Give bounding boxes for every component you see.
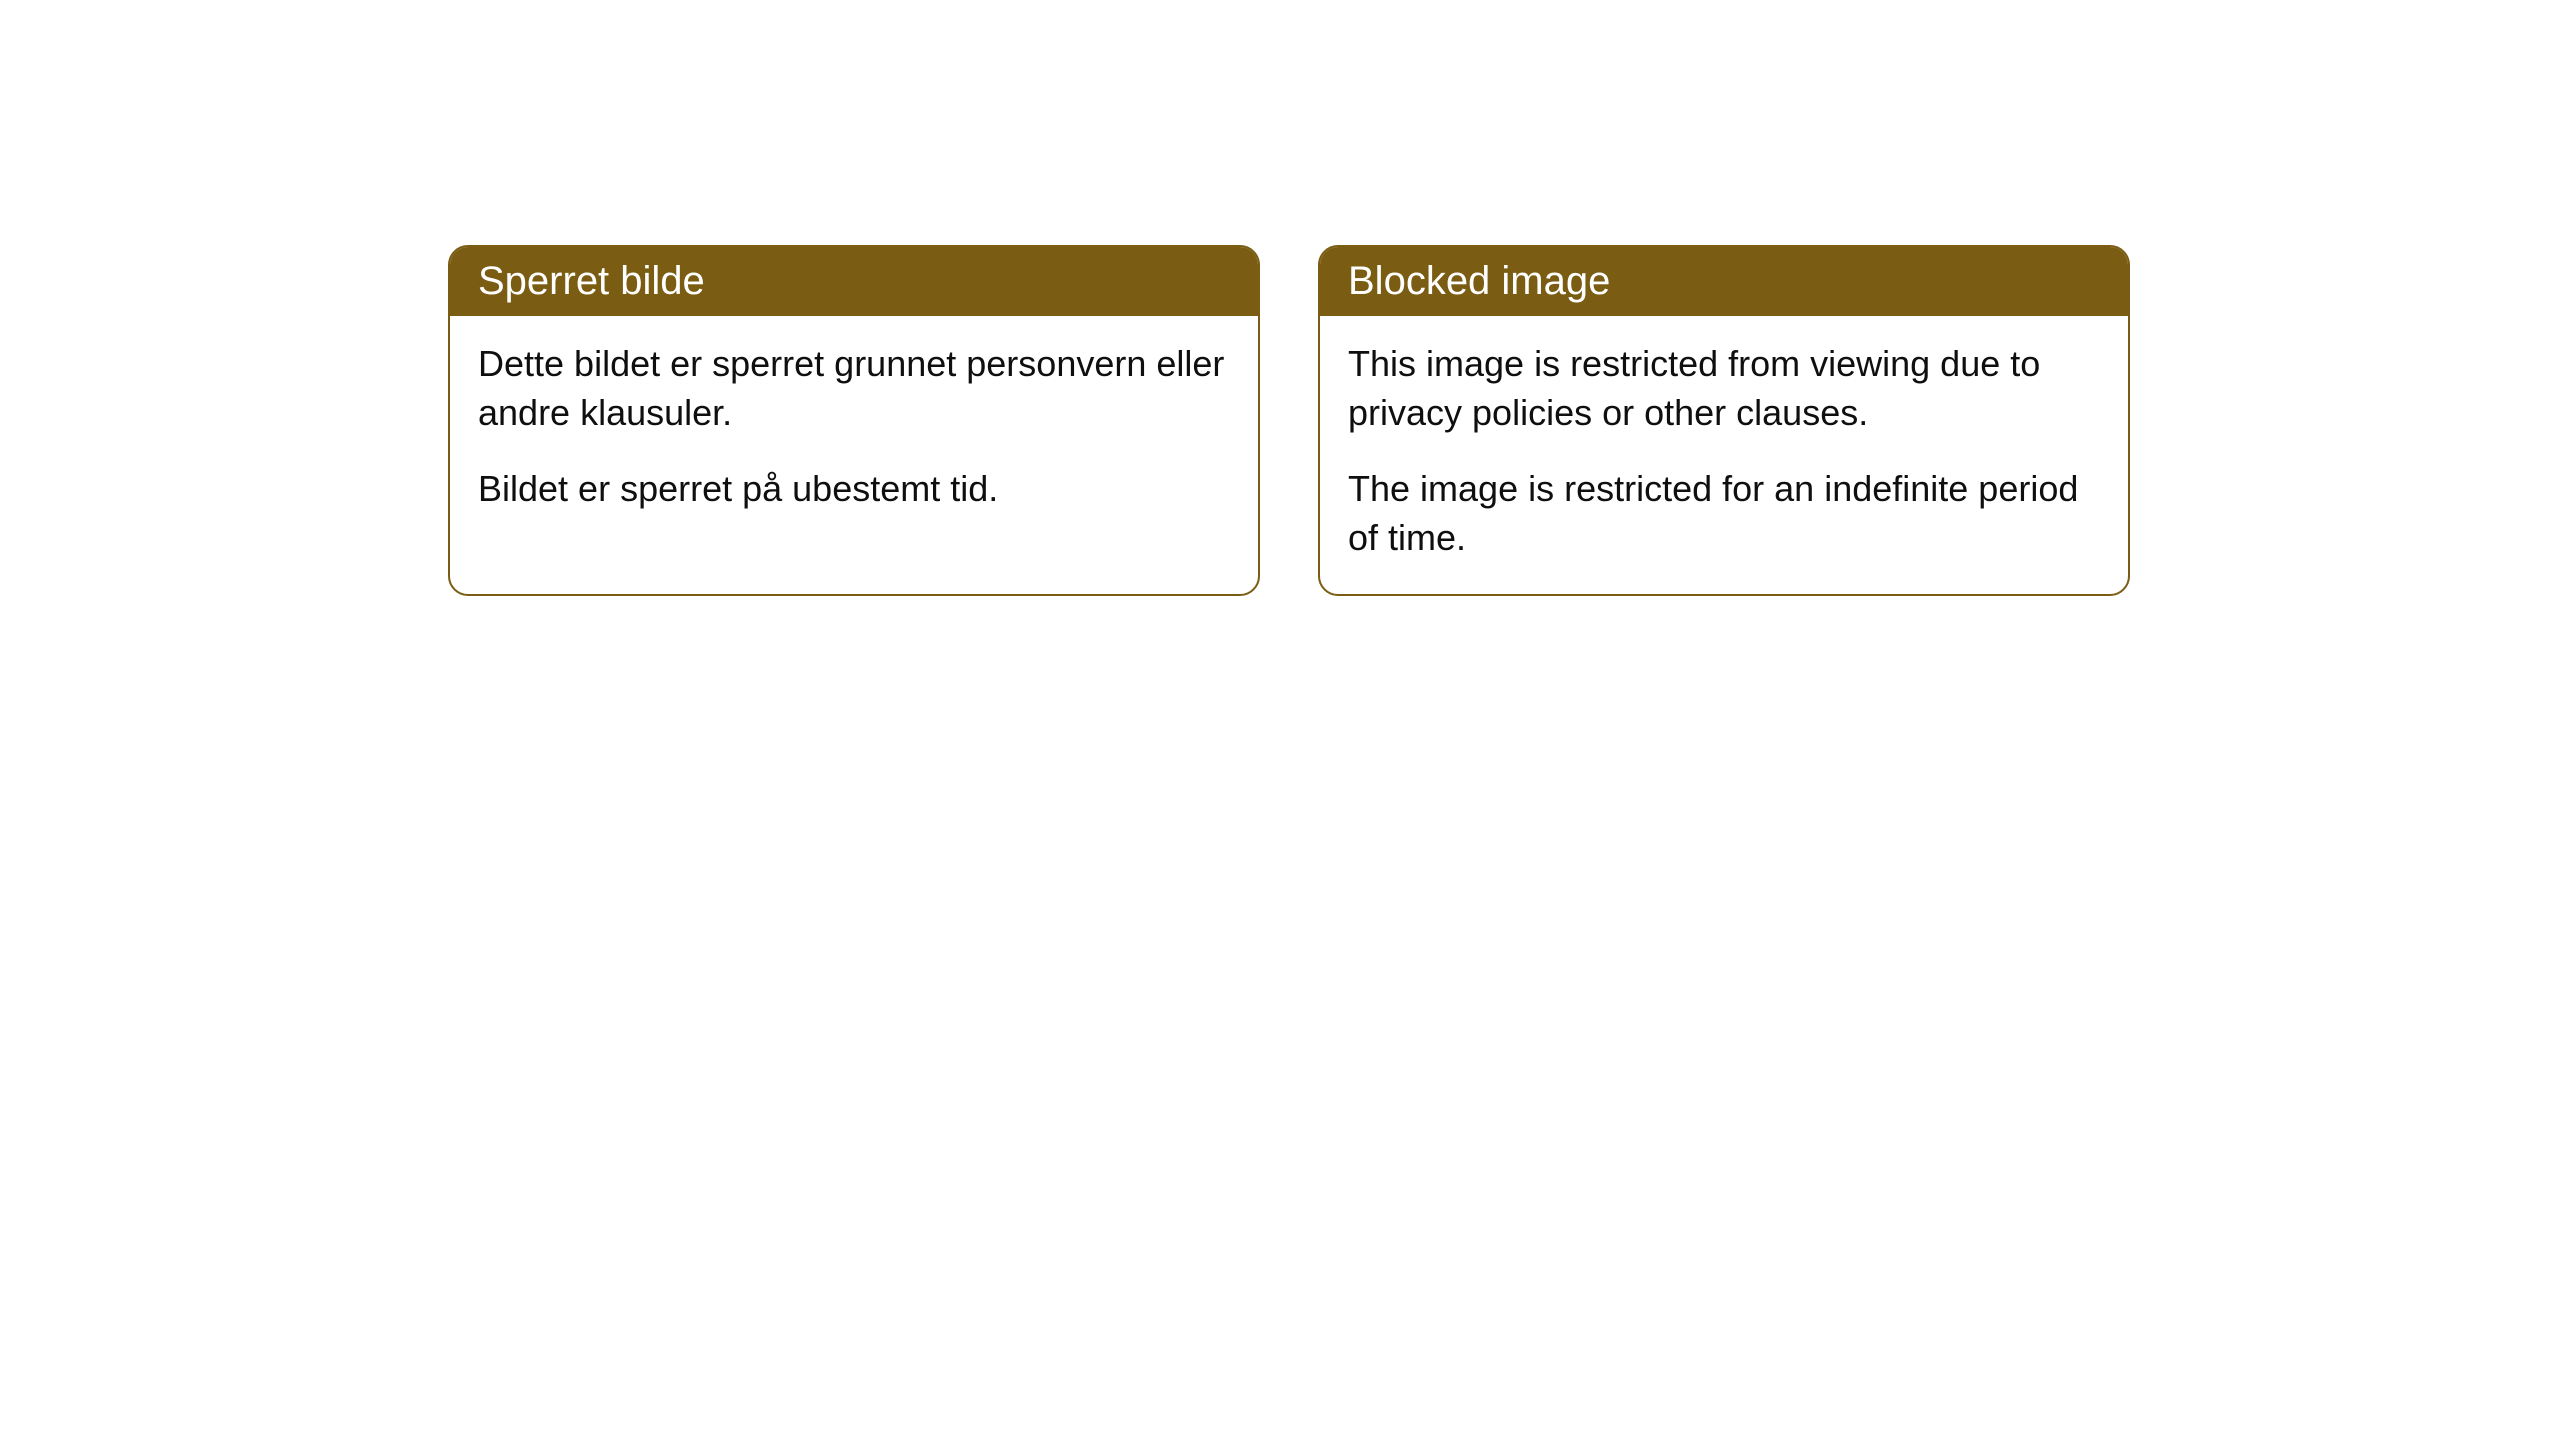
card-paragraph-english-1: This image is restricted from viewing du… bbox=[1348, 340, 2100, 437]
card-paragraph-english-2: The image is restricted for an indefinit… bbox=[1348, 465, 2100, 562]
card-paragraph-norwegian-1: Dette bildet er sperret grunnet personve… bbox=[478, 340, 1230, 437]
notice-cards-container: Sperret bilde Dette bildet er sperret gr… bbox=[448, 245, 2560, 596]
card-title-norwegian: Sperret bilde bbox=[478, 259, 705, 303]
card-body-norwegian: Dette bildet er sperret grunnet personve… bbox=[450, 316, 1258, 546]
notice-card-norwegian: Sperret bilde Dette bildet er sperret gr… bbox=[448, 245, 1260, 596]
card-header-english: Blocked image bbox=[1320, 247, 2128, 316]
card-body-english: This image is restricted from viewing du… bbox=[1320, 316, 2128, 594]
notice-card-english: Blocked image This image is restricted f… bbox=[1318, 245, 2130, 596]
card-title-english: Blocked image bbox=[1348, 259, 1610, 303]
card-header-norwegian: Sperret bilde bbox=[450, 247, 1258, 316]
card-paragraph-norwegian-2: Bildet er sperret på ubestemt tid. bbox=[478, 465, 1230, 514]
